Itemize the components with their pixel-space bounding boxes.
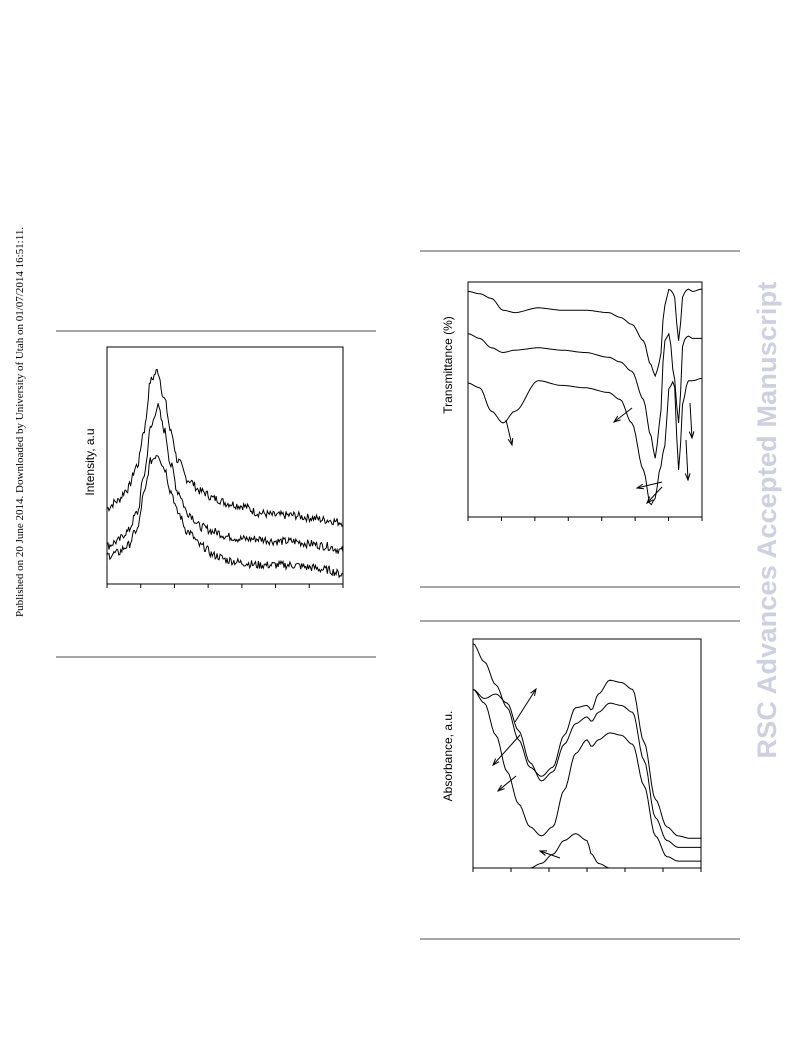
plot-frame: [106, 346, 344, 585]
annotation-arrow: [514, 688, 537, 723]
arrow-head: [635, 483, 645, 490]
annotation-arrow: [539, 850, 561, 859]
divider: [56, 330, 376, 332]
arrow-head: [538, 850, 548, 856]
annotation-arrow: [613, 407, 633, 423]
ftir-chart: Transmittance (%): [441, 281, 703, 521]
arrow-head: [507, 437, 514, 447]
arrow-head: [688, 431, 695, 440]
divider: [420, 250, 740, 252]
annotation-arrow: [505, 419, 513, 446]
y-axis-label: Transmittance (%): [441, 316, 455, 414]
series-line-3: [106, 455, 344, 579]
arrow-head: [530, 687, 537, 696]
arrow-head: [612, 415, 621, 423]
annotation-arrow: [497, 775, 517, 792]
annotation-arrow: [492, 734, 521, 766]
plot-frame: [472, 638, 702, 869]
arrow-head: [496, 784, 505, 792]
series-line-2: [467, 332, 702, 459]
publication-note: Published on 20 June 2014. Downloaded by…: [14, 226, 26, 617]
series-line-2: [472, 688, 701, 848]
xrd-chart: Intensity, a.u: [83, 346, 344, 588]
annotation-arrow: [689, 402, 693, 439]
series-line-1: [472, 643, 701, 839]
annotation-arrow: [646, 486, 663, 504]
series-line-1: [106, 368, 344, 528]
series-line-4: [473, 833, 701, 869]
divider: [420, 620, 740, 622]
divider: [56, 656, 376, 658]
annotation-arrow: [636, 481, 663, 489]
uvvis-chart: Absorbance, a.u.: [441, 638, 702, 872]
divider: [420, 586, 740, 588]
arrow-head: [684, 473, 691, 482]
series-line-1: [467, 288, 703, 378]
divider: [420, 938, 740, 940]
annotation-arrow: [685, 439, 689, 481]
y-axis-label: Absorbance, a.u.: [441, 711, 455, 802]
plot-frame: [467, 281, 703, 518]
series-line-2: [106, 403, 344, 555]
series-line-3: [467, 377, 703, 506]
series-line-3: [472, 688, 701, 862]
journal-watermark: RSC Advances Accepted Manuscript: [752, 281, 782, 759]
arrow-head: [492, 758, 500, 767]
y-axis-label: Intensity, a.u: [83, 428, 97, 495]
arrow-head: [646, 496, 654, 505]
